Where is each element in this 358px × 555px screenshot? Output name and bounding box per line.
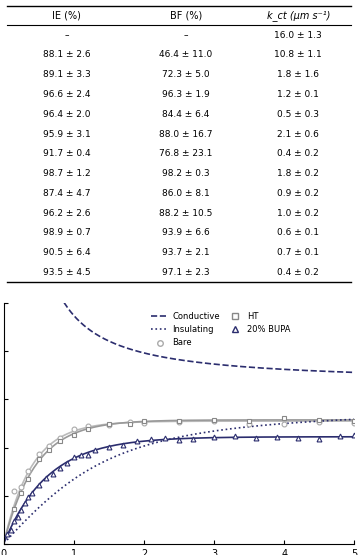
Text: 16.0 ± 1.3: 16.0 ± 1.3: [275, 31, 322, 40]
Text: 96.4 ± 2.0: 96.4 ± 2.0: [43, 110, 91, 119]
Text: 98.2 ± 0.3: 98.2 ± 0.3: [162, 169, 210, 178]
Text: 96.2 ± 2.6: 96.2 ± 2.6: [43, 209, 91, 218]
Text: 86.0 ± 8.1: 86.0 ± 8.1: [162, 189, 210, 198]
Text: 0.4 ± 0.2: 0.4 ± 0.2: [277, 149, 319, 158]
Text: –: –: [64, 31, 69, 40]
Text: 0.7 ± 0.1: 0.7 ± 0.1: [277, 248, 319, 258]
Text: BF (%): BF (%): [170, 11, 202, 21]
Text: 98.7 ± 1.2: 98.7 ± 1.2: [43, 169, 91, 178]
Text: 1.0 ± 0.2: 1.0 ± 0.2: [277, 209, 319, 218]
Text: 10.8 ± 1.1: 10.8 ± 1.1: [275, 51, 322, 59]
Text: 1.2 ± 0.1: 1.2 ± 0.1: [277, 90, 319, 99]
Text: 96.3 ± 1.9: 96.3 ± 1.9: [162, 90, 210, 99]
Text: 93.7 ± 2.1: 93.7 ± 2.1: [162, 248, 210, 258]
Text: 88.0 ± 16.7: 88.0 ± 16.7: [159, 130, 213, 139]
Text: 2.1 ± 0.6: 2.1 ± 0.6: [277, 130, 319, 139]
Text: 72.3 ± 5.0: 72.3 ± 5.0: [162, 70, 210, 79]
Legend: Conductive, Insulating, Bare, HT, 20% BUPA: Conductive, Insulating, Bare, HT, 20% BU…: [151, 312, 291, 347]
Text: 0.4 ± 0.2: 0.4 ± 0.2: [277, 268, 319, 277]
Text: 1.8 ± 1.6: 1.8 ± 1.6: [277, 70, 319, 79]
Text: 93.9 ± 6.6: 93.9 ± 6.6: [162, 229, 210, 238]
Text: –: –: [184, 31, 188, 40]
Text: 1.8 ± 0.2: 1.8 ± 0.2: [277, 169, 319, 178]
Text: 88.1 ± 2.6: 88.1 ± 2.6: [43, 51, 91, 59]
Text: 0.9 ± 0.2: 0.9 ± 0.2: [277, 189, 319, 198]
Text: 0.5 ± 0.3: 0.5 ± 0.3: [277, 110, 319, 119]
Text: 89.1 ± 3.3: 89.1 ± 3.3: [43, 70, 91, 79]
Text: 98.9 ± 0.7: 98.9 ± 0.7: [43, 229, 91, 238]
Text: 0.6 ± 0.1: 0.6 ± 0.1: [277, 229, 319, 238]
Text: 76.8 ± 23.1: 76.8 ± 23.1: [159, 149, 213, 158]
Text: 91.7 ± 0.4: 91.7 ± 0.4: [43, 149, 91, 158]
Text: 87.4 ± 4.7: 87.4 ± 4.7: [43, 189, 91, 198]
Text: 90.5 ± 6.4: 90.5 ± 6.4: [43, 248, 91, 258]
Text: 97.1 ± 2.3: 97.1 ± 2.3: [162, 268, 210, 277]
Text: 93.5 ± 4.5: 93.5 ± 4.5: [43, 268, 91, 277]
Text: 46.4 ± 11.0: 46.4 ± 11.0: [159, 51, 213, 59]
Text: 95.9 ± 3.1: 95.9 ± 3.1: [43, 130, 91, 139]
Text: 84.4 ± 6.4: 84.4 ± 6.4: [162, 110, 210, 119]
Text: IE (%): IE (%): [52, 11, 81, 21]
Text: 88.2 ± 10.5: 88.2 ± 10.5: [159, 209, 213, 218]
Text: 96.6 ± 2.4: 96.6 ± 2.4: [43, 90, 91, 99]
Text: k_ct (μm s⁻¹): k_ct (μm s⁻¹): [267, 10, 330, 21]
